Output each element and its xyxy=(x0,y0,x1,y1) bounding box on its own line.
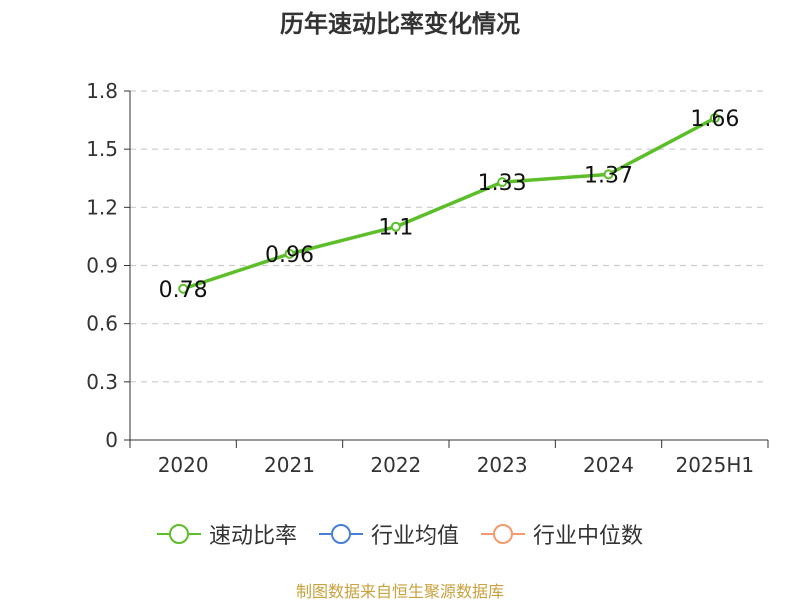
y-tick-label: 1.2 xyxy=(86,195,118,219)
y-tick-label: 0.6 xyxy=(86,312,118,336)
data-point xyxy=(390,221,401,232)
x-tick-label: 2023 xyxy=(477,453,528,477)
legend-dot xyxy=(168,524,189,544)
data-labels: 0.78 0.96 1.1 1.33 1.37 1.66 xyxy=(159,107,740,303)
y-tick-label: 0.3 xyxy=(86,370,118,394)
x-tick-label: 2025H1 xyxy=(675,453,754,477)
legend-item-industry-mean[interactable]: 行业均值 xyxy=(318,518,459,550)
legend-marker-icon xyxy=(481,523,525,545)
data-point xyxy=(178,283,189,294)
grid-lines xyxy=(130,90,768,383)
data-point xyxy=(284,248,295,259)
legend-item-industry-median[interactable]: 行业中位数 xyxy=(481,518,643,550)
series-line xyxy=(182,116,716,291)
chart-title: 历年速动比率变化情况 xyxy=(280,10,520,38)
x-tick-label: 2020 xyxy=(158,453,209,477)
data-label: 1.37 xyxy=(584,163,633,188)
source-note: 制图数据来自恒生聚源数据库 xyxy=(295,582,504,601)
data-label: 0.96 xyxy=(265,243,314,268)
legend-dot xyxy=(330,524,351,544)
x-tick-label: 2024 xyxy=(583,453,634,477)
legend-label: 速动比率 xyxy=(208,524,297,549)
legend-label: 行业均值 xyxy=(370,524,459,549)
legend-label: 行业中位数 xyxy=(533,524,644,549)
y-tick-label: 1.5 xyxy=(86,137,118,161)
data-point xyxy=(709,113,720,124)
y-tick-label: 0.9 xyxy=(86,254,118,278)
data-point xyxy=(497,177,508,188)
legend-marker-icon xyxy=(318,523,363,545)
legend-dot xyxy=(493,524,513,544)
data-label: 1.66 xyxy=(690,107,739,132)
data-label: 1.1 xyxy=(378,216,413,241)
y-axis-ticks: 0 0.3 0.6 0.9 1.2 1.5 1.8 xyxy=(86,79,130,452)
data-label: 0.78 xyxy=(159,278,208,303)
x-axis-ticks: 2020 2021 2022 2023 2024 2025H1 xyxy=(129,440,769,477)
legend-marker-icon xyxy=(156,523,201,545)
y-tick-label: 0 xyxy=(105,428,118,452)
x-tick-label: 2022 xyxy=(370,453,421,477)
data-point xyxy=(603,169,614,180)
legend: 速动比率 行业均值 行业中位数 xyxy=(0,518,800,550)
series-layer xyxy=(178,113,720,294)
data-label: 1.33 xyxy=(478,171,527,196)
y-tick-label: 1.8 xyxy=(86,79,118,103)
legend-item-quick-ratio[interactable]: 速动比率 xyxy=(156,518,297,550)
x-tick-label: 2021 xyxy=(264,453,315,477)
